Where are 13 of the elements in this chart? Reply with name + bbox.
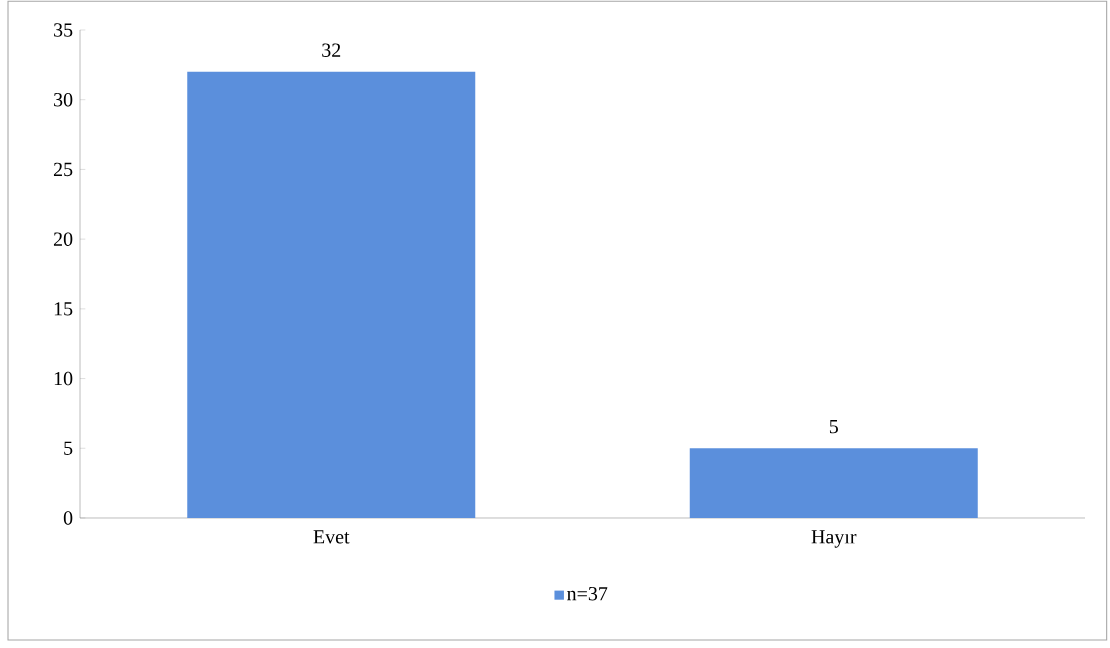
y-tick-label: 10 (54, 371, 73, 386)
y-tick-label: 35 (54, 23, 73, 37)
data-label: 32 (322, 43, 341, 57)
x-tick-label: Evet (313, 530, 350, 544)
y-tick-label: 15 (54, 302, 73, 316)
y-tick-label: 25 (53, 162, 73, 177)
y-tick-label: 0 (63, 511, 73, 525)
legend-label: n=37 (567, 587, 608, 601)
y-tick-label: 5 (64, 441, 73, 455)
data-label: 5 (829, 420, 838, 434)
x-tick-label: Hayır (811, 530, 857, 548)
y-tick-label: 30 (54, 92, 73, 107)
y-tick-label: 20 (53, 232, 73, 246)
